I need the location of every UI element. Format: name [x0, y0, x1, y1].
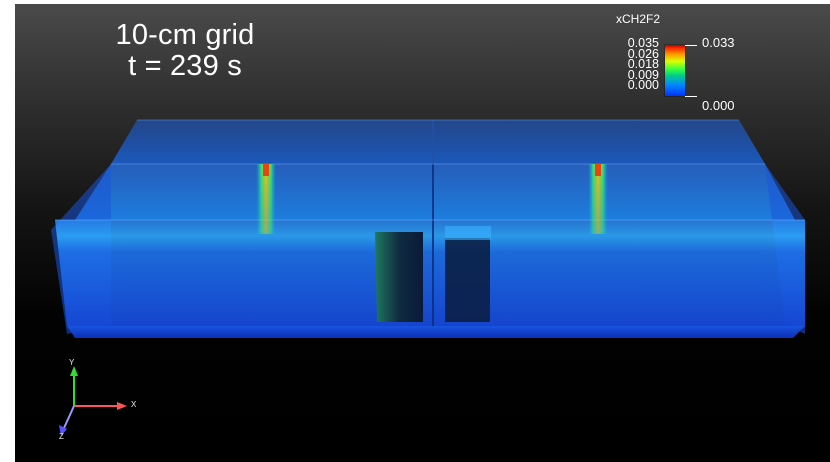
legend-tick-labels: 0.035 0.026 0.018 0.009 0.000: [607, 36, 659, 92]
legend-tick: 0.018: [627, 57, 659, 71]
range-min-label: 0.000: [702, 98, 735, 113]
annotation-text: 10-cm grid t = 239 s: [15, 20, 355, 82]
time-label: t = 239 s: [128, 50, 242, 82]
z-axis-label: Z: [59, 432, 64, 441]
front-wall: [55, 220, 805, 326]
opening-left: [375, 232, 423, 322]
y-axis-label: Y: [69, 358, 75, 367]
opening-glow: [445, 226, 491, 240]
plume-left: [256, 164, 276, 234]
legend-tick: 0.000: [627, 78, 659, 92]
back-wall: [111, 120, 765, 164]
grid-label: 10-cm grid: [115, 19, 255, 51]
x-axis-label: X: [131, 400, 137, 409]
opening-right: [445, 238, 490, 322]
middle-wall: [75, 164, 795, 220]
tank-scene: [51, 119, 805, 338]
range-max-label: 0.033: [702, 35, 735, 50]
range-min-marker: [685, 96, 697, 97]
render-viewport[interactable]: 10-cm grid t = 239 s xCH2F2 0.035 0.026 …: [15, 4, 830, 462]
range-max-marker: [685, 45, 697, 46]
legend-tick: 0.035: [627, 36, 659, 50]
plume-right: [588, 164, 608, 234]
legend-tick: 0.009: [627, 67, 659, 82]
color-scale-bar[interactable]: [665, 45, 685, 96]
tank-floor: [67, 326, 805, 338]
legend-tick: 0.026: [627, 46, 659, 61]
legend-title: xCH2F2: [615, 12, 660, 26]
